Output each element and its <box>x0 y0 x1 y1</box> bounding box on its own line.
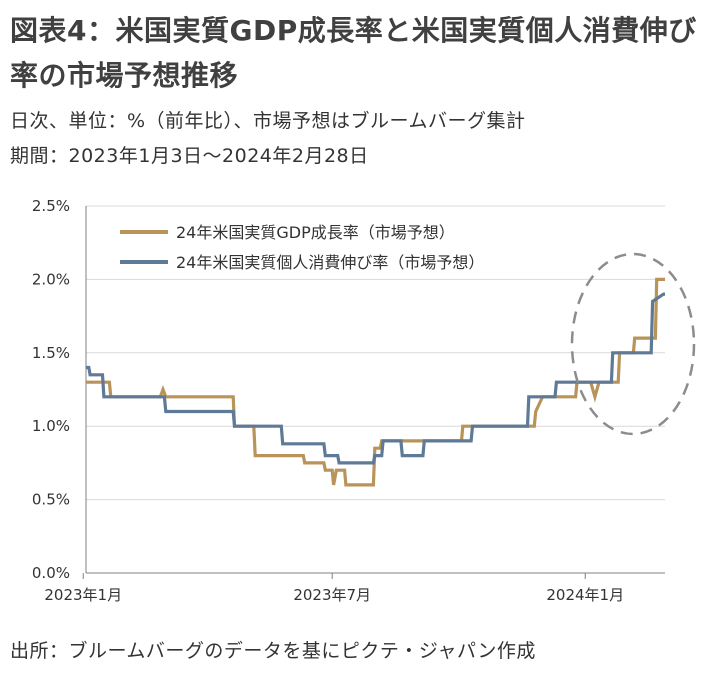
chart-subtitle-units: 日次、単位：%（前年比）、市場予想はブルームバーグ集計 <box>10 110 526 132</box>
gridlines <box>86 205 665 501</box>
y-axis-ticks: 0.0% 0.5% 1.0% 1.5% 2.0% 2.5% <box>32 197 70 582</box>
x-tick-label: 2023年7月 <box>293 586 371 604</box>
y-tick-label: 0.5% <box>32 491 70 509</box>
y-tick-label: 0.0% <box>32 564 70 582</box>
x-tick-label: 2023年1月 <box>44 586 122 604</box>
series-line-consumption <box>86 292 665 465</box>
chart-title: 図表4：米国実質GDP成長率と米国実質個人消費伸び率の市場予想推移 <box>10 14 697 92</box>
chart-subtitle-period: 期間：2023年1月3日～2024年2月28日 <box>10 145 369 167</box>
line-chart: 0.0%0.5%1.0%1.5%2.0%2.5% 2023年1月 2023年7月 2… <box>32 197 696 604</box>
y-tick-label: 2.0% <box>32 270 70 288</box>
y-tick-label: 1.0% <box>32 417 70 435</box>
x-axis-ticks: 2023年1月 2023年7月 2024年1月 <box>44 573 624 604</box>
x-tick-label: 2024年1月 <box>546 586 624 604</box>
legend: 24年米国実質GDP成長率（市場予想） 24年米国実質個人消費伸び率（市場予想） <box>120 223 484 272</box>
y-tick-label: 1.5% <box>32 344 70 362</box>
legend-label-gdp: 24年米国実質GDP成長率（市場予想） <box>176 223 455 242</box>
legend-label-consumption: 24年米国実質個人消費伸び率（市場予想） <box>176 253 484 272</box>
y-tick-label: 2.5% <box>32 197 70 215</box>
series-lines <box>86 277 665 487</box>
highlight-ellipse <box>570 252 696 436</box>
chart-source: 出所：ブルームバーグのデータを基にピクテ・ジャパン作成 <box>10 640 536 662</box>
